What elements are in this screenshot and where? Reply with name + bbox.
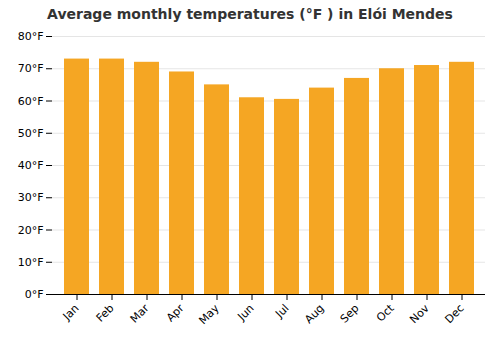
- svg-text:30°F: 30°F: [18, 191, 44, 204]
- svg-text:Dec: Dec: [442, 302, 466, 326]
- svg-text:Jul: Jul: [272, 302, 291, 321]
- svg-text:Jun: Jun: [235, 302, 257, 324]
- svg-text:Sep: Sep: [338, 302, 362, 326]
- svg-text:40°F: 40°F: [18, 159, 44, 172]
- svg-text:Mar: Mar: [128, 301, 152, 325]
- svg-text:80°F: 80°F: [18, 30, 44, 43]
- svg-text:Apr: Apr: [164, 301, 187, 324]
- svg-text:Aug: Aug: [302, 302, 326, 326]
- svg-text:Jan: Jan: [60, 302, 82, 324]
- svg-text:50°F: 50°F: [18, 127, 44, 140]
- svg-text:60°F: 60°F: [18, 95, 44, 108]
- svg-text:May: May: [196, 301, 222, 327]
- svg-text:Nov: Nov: [407, 301, 432, 326]
- html-text:Average monthly temperatures (: Average monthly temperatures (°F ) in El…: [47, 6, 453, 22]
- svg-text:70°F: 70°F: [18, 62, 44, 75]
- svg-text:Oct: Oct: [374, 301, 397, 324]
- svg-text:Feb: Feb: [94, 302, 117, 325]
- svg-text:10°F: 10°F: [18, 256, 44, 269]
- svg-text:0°F: 0°F: [25, 288, 44, 301]
- svg-text:20°F: 20°F: [18, 224, 44, 237]
